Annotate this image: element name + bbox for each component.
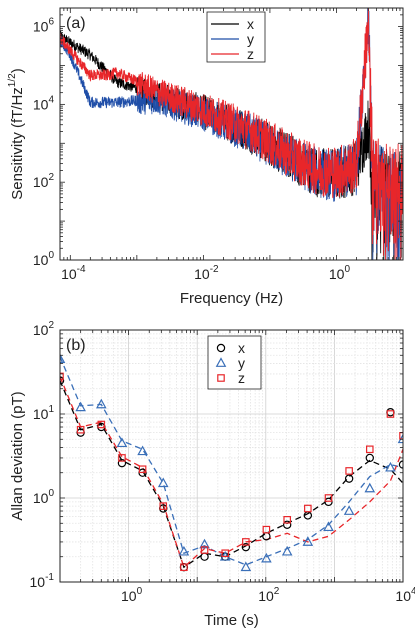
- point-y: [95, 398, 107, 409]
- point-y: [116, 437, 128, 448]
- point-z: [304, 504, 312, 513]
- ticks: [59, 329, 404, 583]
- point-y: [343, 505, 355, 515]
- x-tick-label: 10-2: [194, 264, 219, 282]
- point-z: [200, 546, 209, 554]
- y-tick-label: 102: [33, 320, 55, 338]
- point-y: [75, 401, 86, 412]
- legend-label-z: z: [238, 370, 245, 386]
- y-tick-label: 100: [33, 250, 55, 268]
- point-x: [365, 453, 374, 463]
- panel-a: 10-4 10-2 100 100 102 104 106 Frequency (Hz) Sen…: [7, 7, 404, 307]
- legend-label-x: x: [238, 340, 245, 356]
- point-y: [261, 552, 272, 563]
- axes-frame: [59, 7, 404, 261]
- point-z: [60, 372, 64, 381]
- point-z: [138, 465, 147, 474]
- point-z: [76, 425, 85, 434]
- point-y: [137, 445, 148, 456]
- point-z: [283, 516, 291, 524]
- point-y: [157, 477, 169, 488]
- point-z: [118, 454, 126, 462]
- point-y: [302, 536, 314, 546]
- y-tick-label: 102: [33, 172, 55, 190]
- legend-marker-x: [216, 343, 226, 353]
- legend-box: [207, 335, 262, 390]
- x-axis-label: Frequency (Hz): [180, 290, 283, 307]
- y-axis-label: Allan deviation (pT): [9, 391, 26, 520]
- y-tick-label: 10-1: [30, 572, 55, 590]
- x-tick-label: 10-4: [61, 264, 86, 282]
- legend-label-y: y: [247, 31, 254, 47]
- x-tick-label: 100: [329, 264, 351, 282]
- x-tick-label: 102: [258, 586, 280, 604]
- point-z: [97, 420, 106, 429]
- point-y: [281, 545, 293, 556]
- point-z: [324, 494, 333, 502]
- axes-frame: [59, 329, 404, 583]
- point-y: [323, 521, 334, 532]
- data-layer: [60, 8, 403, 260]
- point-x: [324, 497, 333, 507]
- point-z: [242, 538, 250, 546]
- y-tick-label: 106: [33, 17, 55, 35]
- y-tick-label: 101: [33, 404, 55, 422]
- point-x: [117, 458, 127, 468]
- point-y: [199, 538, 210, 549]
- point-z: [386, 410, 395, 418]
- legend-label-y: y: [238, 355, 245, 371]
- y-tick-label: 104: [33, 94, 55, 112]
- panel-label: (a): [66, 15, 86, 32]
- point-z: [221, 549, 230, 558]
- point-x: [282, 520, 292, 529]
- point-y: [178, 545, 190, 556]
- legend-marker-y: [215, 357, 227, 367]
- panel-label: (b): [66, 337, 86, 354]
- point-z: [345, 467, 353, 475]
- legend: xyz: [207, 335, 262, 390]
- point-y: [364, 482, 376, 493]
- legend-label-z: z: [247, 46, 254, 62]
- series-z-line: [60, 8, 403, 260]
- point-y: [385, 461, 396, 472]
- point-z: [262, 525, 271, 534]
- y-axis-label: Sensitivity (fT/Hz1/2): [7, 68, 26, 199]
- point-z: [159, 502, 168, 510]
- legend-label-x: x: [247, 16, 254, 32]
- point-x: [344, 474, 354, 483]
- point-y: [240, 561, 252, 572]
- legend-marker-z: [217, 374, 225, 382]
- y-tick-label: 100: [33, 488, 55, 506]
- point-x: [241, 542, 251, 552]
- data-layer: [60, 353, 403, 572]
- point-z: [365, 445, 374, 454]
- x-axis-label: Time (s): [204, 612, 258, 629]
- x-tick-label: 100: [121, 586, 143, 604]
- point-z: [180, 563, 188, 572]
- x-tick-label: 104: [395, 586, 415, 604]
- legend: xyz: [206, 11, 266, 63]
- ticks: [59, 7, 404, 261]
